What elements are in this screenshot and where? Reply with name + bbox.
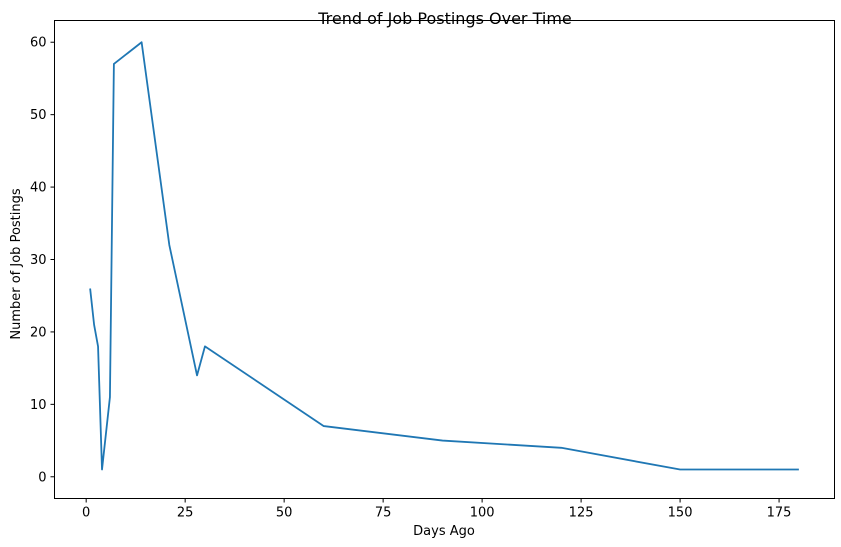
y-axis: 0 10 20 30 40 50 60: [30, 36, 55, 485]
y-tick-label: 10: [30, 398, 47, 413]
series-layer: [89, 41, 799, 471]
series-line: [89, 41, 799, 471]
x-tick-label: 125: [569, 506, 594, 521]
x-tick-label: 25: [177, 506, 194, 521]
x-tick-label: 150: [668, 506, 693, 521]
x-tick-label: 75: [375, 506, 392, 521]
chart-title: Trend of Job Postings Over Time: [317, 9, 572, 28]
x-tick-label: 50: [276, 506, 293, 521]
y-tick-label: 20: [30, 325, 47, 340]
y-tick-label: 0: [38, 470, 46, 485]
x-tick-label: 175: [767, 506, 792, 521]
x-axis-label: Days Ago: [413, 524, 475, 539]
y-tick-label: 40: [30, 181, 47, 196]
y-axis-label: Number of Job Postings: [9, 188, 24, 339]
x-tick-label: 100: [470, 506, 495, 521]
y-tick-label: 60: [30, 36, 47, 51]
x-tick-label: 0: [82, 506, 90, 521]
x-axis: 0 25 50 75 100 125 150 175: [82, 498, 792, 521]
y-tick-label: 50: [30, 108, 47, 123]
y-tick-label: 30: [30, 253, 47, 268]
